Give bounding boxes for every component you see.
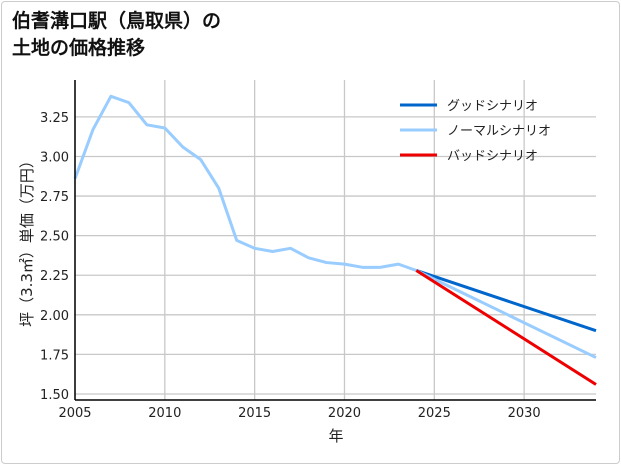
x-axis-label: 年 [328,427,343,445]
y-tick-label: 3.00 [40,150,69,165]
y-tick-label: 2.25 [40,269,69,284]
scenario-line-0 [415,269,597,333]
x-tick-label: 2010 [148,406,181,421]
y-tick-label: 2.50 [40,230,69,245]
x-tick-label: 2025 [418,406,451,421]
y-tick-label: 3.25 [40,111,69,126]
y-tick-label: 1.75 [40,348,69,363]
x-tick-label: 2030 [508,406,541,421]
legend-label: バッドシナリオ [447,149,538,164]
x-tick-label: 2015 [238,406,271,421]
legend-label: グッドシナリオ [447,99,538,114]
chart-title-line-2: 土地の価格推移 [12,37,146,59]
history-line [73,94,417,272]
chart-title-line-1: 伯耆溝口駅（鳥取県）の [12,10,222,32]
y-axis-label: 坪（3.3㎡）単価（万円） [18,153,36,327]
x-tick-label: 2020 [328,406,361,421]
legend-label: ノーマルシナリオ [447,124,551,139]
y-tick-label: 1.50 [40,388,69,403]
x-tick-label: 2005 [58,406,91,421]
y-tick-label: 2.00 [40,309,69,324]
chart-title: 伯耆溝口駅（鳥取県）の 土地の価格推移 [12,8,221,62]
scenario-line-2 [415,269,597,386]
scenario-line-1 [415,269,597,359]
y-tick-label: 2.75 [40,190,69,205]
